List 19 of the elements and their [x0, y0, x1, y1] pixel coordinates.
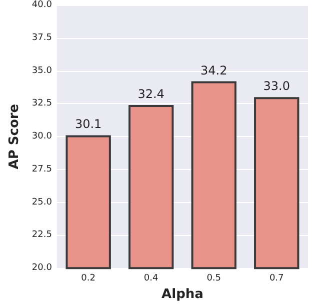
data-label: 32.4	[138, 86, 164, 101]
y-tick-label: 22.5	[32, 230, 52, 240]
x-axis-title: Alpha	[162, 287, 204, 302]
data-label: 33.0	[263, 79, 290, 94]
y-axis-title: AP Score	[7, 104, 22, 170]
y-tick-label: 32.5	[32, 98, 52, 109]
y-tick-label: 25.0	[32, 197, 52, 208]
data-label: 34.2	[200, 63, 228, 78]
x-tick-label: 0.4	[144, 274, 159, 284]
y-tick-label: 40.0	[32, 0, 52, 10]
x-tick-label: 0.7	[269, 274, 284, 284]
y-tick-label: 37.5	[32, 32, 52, 43]
x-tick-label: 0.5	[206, 274, 222, 284]
y-tick-label: 27.5	[32, 164, 52, 174]
x-tick-label: 0.2	[81, 274, 96, 284]
data-label: 30.1	[74, 117, 102, 132]
y-tick-label: 35.0	[32, 66, 52, 76]
y-tick-label: 20.0	[32, 263, 52, 274]
y-tick-label: 30.0	[32, 132, 52, 142]
